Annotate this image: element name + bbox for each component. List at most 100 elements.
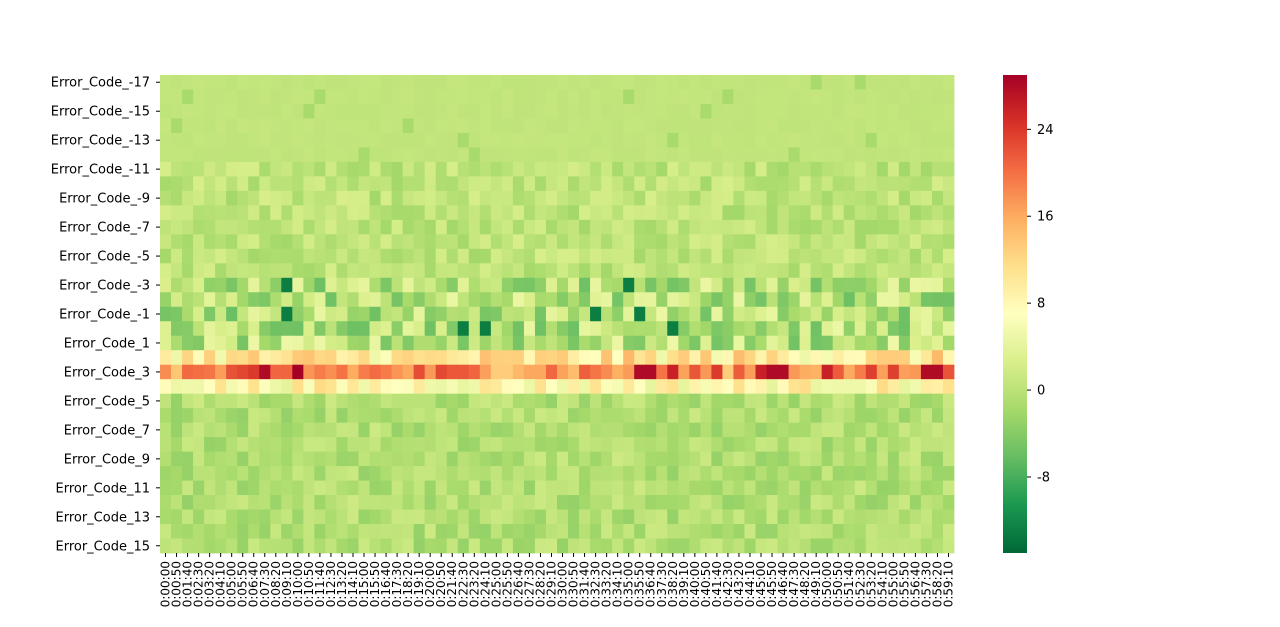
heatmap-cell	[656, 466, 668, 481]
heatmap-cell	[193, 75, 205, 90]
heatmap-cell	[645, 292, 657, 308]
heatmap-cell	[942, 393, 955, 409]
heatmap-cell	[909, 321, 922, 337]
heatmap-cell	[788, 393, 801, 409]
heatmap-cell	[898, 190, 911, 206]
heatmap-cell	[226, 132, 238, 148]
heatmap-cell	[358, 219, 370, 235]
heatmap-cell	[314, 75, 326, 90]
heatmap-cell	[722, 103, 734, 119]
heatmap-cell	[656, 524, 668, 539]
heatmap-cell	[446, 103, 459, 119]
heatmap-cell	[733, 509, 745, 525]
heatmap-cell	[744, 118, 756, 134]
heatmap-cell	[876, 393, 889, 409]
heatmap-cell	[292, 321, 304, 337]
heatmap-cell	[722, 205, 734, 221]
y-tick-label: Error_Code_15	[55, 539, 150, 554]
heatmap-cell	[733, 234, 745, 250]
heatmap-cell	[942, 292, 955, 308]
heatmap-cell	[777, 161, 789, 177]
heatmap-cell	[457, 379, 470, 395]
heatmap-cell	[810, 161, 823, 177]
heatmap-cell	[248, 509, 260, 525]
heatmap-cell	[545, 205, 558, 221]
heatmap-cell	[612, 161, 624, 177]
heatmap-cell	[744, 176, 756, 192]
heatmap-cell	[777, 277, 789, 293]
heatmap-cell	[292, 190, 304, 206]
heatmap-cell	[821, 495, 834, 510]
heatmap-cell	[689, 451, 701, 467]
heatmap-cell	[667, 147, 679, 163]
heatmap-cell	[523, 379, 536, 395]
heatmap-cell	[402, 190, 415, 206]
heatmap-cell	[821, 147, 834, 163]
heatmap-cell	[733, 466, 745, 481]
heatmap-cell	[700, 538, 712, 554]
heatmap-cell	[413, 103, 426, 119]
heatmap-cell	[656, 495, 668, 510]
heatmap-cell	[700, 321, 712, 337]
heatmap-cell	[248, 132, 260, 148]
heatmap-cell	[336, 132, 348, 148]
heatmap-cell	[832, 335, 845, 351]
heatmap-cell	[160, 466, 172, 481]
heatmap-cell	[468, 538, 481, 554]
x-tick-label: 0:59:10	[941, 561, 955, 607]
heatmap-cell	[755, 335, 767, 351]
heatmap-cell	[380, 132, 392, 148]
heatmap-cell	[557, 321, 569, 337]
heatmap-cell	[490, 161, 503, 177]
heatmap-cell	[755, 147, 767, 163]
heatmap-cell	[557, 161, 569, 177]
heatmap-cell	[512, 408, 525, 424]
heatmap-cell	[777, 480, 789, 496]
heatmap-cell	[799, 263, 812, 279]
heatmap-cell	[545, 408, 558, 424]
heatmap-cell	[700, 263, 712, 279]
heatmap-cell	[468, 263, 481, 279]
heatmap-cell	[557, 422, 569, 438]
heatmap-cell	[435, 364, 448, 380]
heatmap-cell	[920, 495, 933, 510]
heatmap-cell	[744, 393, 756, 409]
heatmap-cell	[557, 248, 569, 264]
heatmap-cell	[942, 277, 955, 293]
heatmap-cell	[534, 292, 547, 308]
heatmap-cell	[909, 393, 922, 409]
heatmap-cell	[545, 509, 558, 525]
heatmap-cell	[457, 437, 470, 452]
heatmap-cell	[832, 364, 845, 380]
heatmap-cell	[645, 103, 657, 119]
heatmap-cell	[612, 335, 624, 351]
heatmap-cell	[325, 205, 337, 221]
heatmap-cell	[898, 466, 911, 481]
heatmap-cell	[623, 118, 635, 134]
heatmap-cell	[435, 335, 448, 351]
heatmap-cell	[160, 495, 172, 510]
heatmap-cell	[601, 103, 613, 119]
heatmap-cell	[876, 538, 889, 554]
heatmap-cell	[534, 466, 547, 481]
heatmap-cell	[645, 408, 657, 424]
heatmap-cell	[601, 509, 613, 525]
heatmap-cell	[656, 190, 668, 206]
heatmap-cell	[369, 118, 381, 134]
heatmap-cell	[733, 364, 745, 380]
heatmap-cell	[468, 147, 481, 163]
heatmap-cell	[303, 451, 315, 467]
heatmap-cell	[259, 364, 271, 380]
heatmap-cell	[898, 219, 911, 235]
heatmap-cell	[744, 495, 756, 510]
heatmap-cell	[270, 422, 282, 438]
x-tick-label: 0:29:10	[544, 561, 558, 607]
heatmap-cell	[325, 176, 337, 192]
heatmap-cell	[645, 118, 657, 134]
heatmap-cell	[204, 292, 216, 308]
heatmap-cell	[733, 132, 745, 148]
heatmap-cell	[777, 263, 789, 279]
heatmap-cell	[204, 408, 216, 424]
heatmap-cell	[744, 147, 756, 163]
heatmap-cell	[667, 408, 679, 424]
